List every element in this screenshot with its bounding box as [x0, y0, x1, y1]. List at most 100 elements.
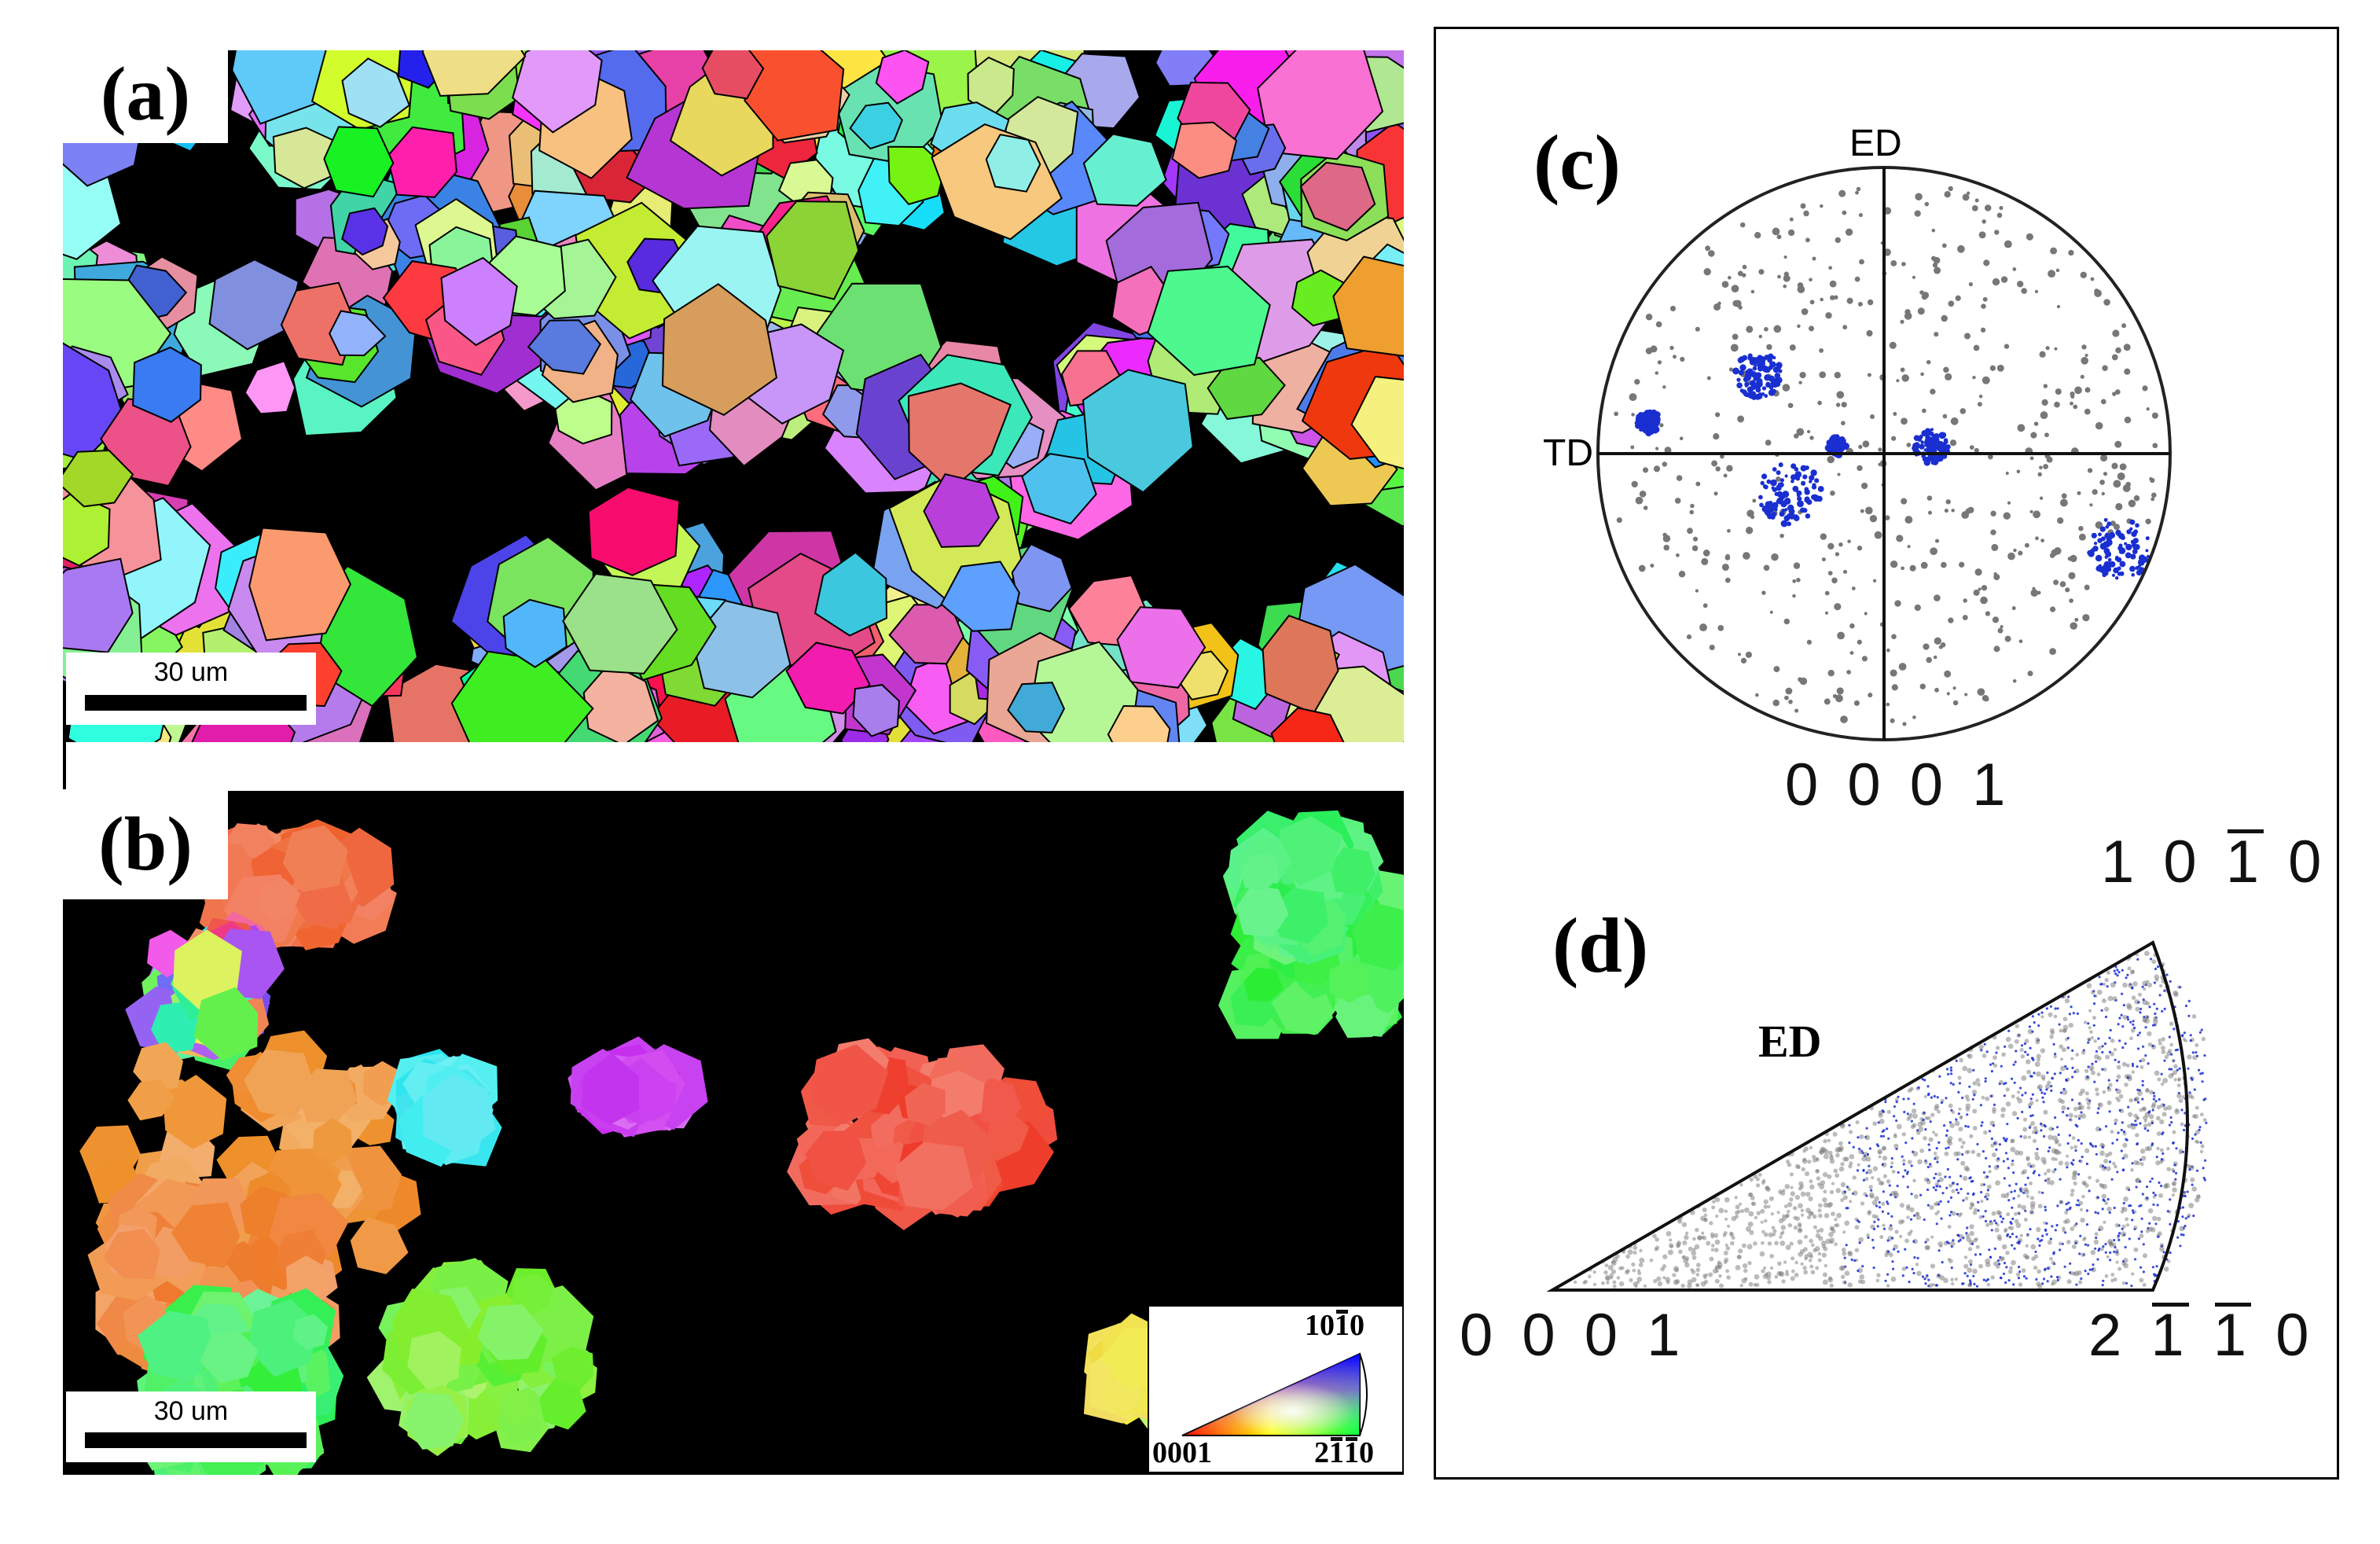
ipf-point — [1800, 1208, 1805, 1212]
ipf-point — [2139, 1266, 2143, 1269]
ipf-corner-0001: 0 0 0 1 — [1460, 1302, 1687, 1369]
ipf-point — [2121, 1168, 2125, 1172]
pole-point — [1631, 480, 1638, 488]
grain — [244, 360, 296, 415]
ipf-point — [2139, 1277, 2144, 1283]
pole-point — [1787, 403, 1794, 409]
ipf-point — [2195, 1130, 2200, 1135]
pole-point — [1783, 284, 1787, 289]
ipf-point — [1684, 1234, 1689, 1241]
ipf-point — [2093, 1080, 2096, 1083]
ipf-point — [2021, 1075, 2027, 1081]
ipf-point — [1692, 1237, 1696, 1241]
ipf-point — [1887, 1137, 1890, 1140]
ipf-point — [2135, 1178, 2139, 1183]
pole-point — [1955, 295, 1961, 301]
ipf-point — [1972, 1126, 1978, 1130]
ipf-point — [1937, 1274, 1941, 1277]
ipf-point — [1991, 1211, 1996, 1216]
ipf-point — [2154, 1100, 2158, 1103]
ipf-point — [1845, 1244, 1848, 1247]
ipf-point — [2028, 1181, 2033, 1186]
ipf-point — [2090, 1249, 2096, 1255]
ipf-point — [1713, 1248, 1719, 1253]
ipf-point — [1937, 1203, 1940, 1206]
ipf-point — [1868, 1185, 1873, 1189]
pole-point — [1926, 656, 1932, 664]
ipf-point — [1827, 1277, 1834, 1283]
ipf-point — [2181, 1215, 2184, 1219]
pole-point — [1796, 494, 1800, 498]
ipf-corner-10-10: 1 0 1 0 — [2101, 828, 2327, 896]
pole-point — [1783, 255, 1787, 259]
ipf-point — [1801, 1213, 1805, 1217]
ipf-point — [1875, 1278, 1880, 1283]
pole-point — [2124, 416, 2132, 424]
ipf-point — [2077, 1173, 2081, 1176]
pole-point — [2004, 344, 2010, 349]
ipf-point — [2068, 1022, 2073, 1028]
ipf-point — [1842, 1280, 1847, 1285]
ipf-point — [2041, 1234, 2044, 1237]
ipf-point — [1639, 1248, 1643, 1252]
ipf-point — [1950, 1072, 1953, 1075]
ipf-point — [2088, 1189, 2091, 1193]
pole-point — [1983, 259, 1990, 267]
ipf-point — [1962, 1199, 1965, 1202]
ipf-point — [1978, 1252, 1982, 1256]
ipf-point — [1970, 1149, 1976, 1154]
ipf-point — [2133, 1160, 2139, 1166]
ipf-point — [2017, 1204, 2022, 1208]
ipf-point — [1879, 1119, 1885, 1124]
ipf-point — [2037, 1057, 2040, 1062]
pole-point — [1984, 204, 1992, 211]
ipf-point — [1767, 1204, 1771, 1209]
ipf-point — [1977, 1209, 1980, 1212]
grain — [1272, 888, 1329, 944]
ipf-point — [1804, 1171, 1810, 1177]
pole-point — [1944, 191, 1951, 198]
ipf-point — [1939, 1200, 1942, 1203]
ipf-point — [2034, 1155, 2040, 1161]
ipf-point — [2007, 1279, 2011, 1282]
ipf-point — [2127, 1123, 2132, 1129]
pole-point — [1783, 271, 1789, 277]
grain — [894, 1141, 973, 1211]
ipf-point — [2016, 1116, 2019, 1119]
ipf-point — [2022, 1134, 2028, 1140]
pole-point — [1754, 393, 1761, 400]
ipf-point — [2116, 1138, 2119, 1141]
ipf-point — [2116, 1074, 2121, 1079]
ipf-point — [1847, 1282, 1853, 1288]
ipf-point — [1881, 1163, 1884, 1166]
ipf-point — [2195, 1043, 2199, 1047]
ipf-point — [2054, 1229, 2057, 1232]
pole-point — [1842, 569, 1848, 574]
ipf-point — [2131, 1070, 2135, 1074]
ipf-point — [2036, 1226, 2041, 1233]
pole-point — [1727, 528, 1731, 533]
ipf-point — [2012, 1171, 2015, 1175]
ipf-point — [1808, 1211, 1813, 1216]
pole-point — [1944, 509, 1948, 513]
ipf-point — [2026, 1053, 2029, 1057]
pole-point — [1764, 326, 1768, 332]
ipf-point — [2051, 1281, 2055, 1286]
pole-point — [1915, 193, 1923, 200]
pole-point — [1787, 504, 1794, 512]
ipf-point — [2139, 1060, 2142, 1063]
ipf-point — [1934, 1172, 1937, 1175]
ipf-point — [2067, 995, 2070, 998]
ipf-point — [2104, 1201, 2109, 1205]
pole-point — [1969, 445, 1974, 450]
pole-point — [1645, 314, 1653, 321]
ipf-point — [2048, 1146, 2051, 1149]
ipf-point — [1967, 1247, 1973, 1252]
ipf-point — [2103, 1042, 2107, 1046]
ipf-point — [2051, 1156, 2055, 1161]
ipf-point — [2015, 1182, 2018, 1186]
ipf-point — [2115, 1248, 2119, 1253]
ipf-point — [1972, 1274, 1975, 1277]
ipf-point — [2103, 1166, 2106, 1169]
ipf-point — [2058, 1143, 2062, 1147]
